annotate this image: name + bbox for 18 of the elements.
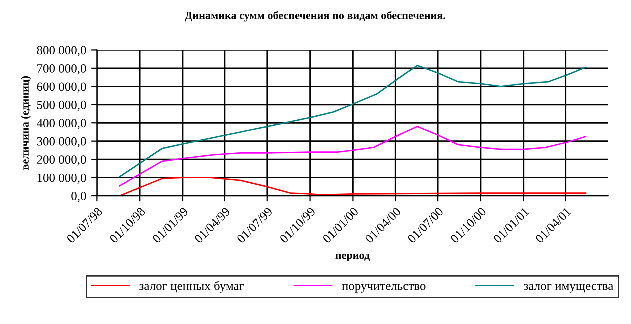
line-series bbox=[119, 65, 587, 178]
y-tick-label: 800 000,0 bbox=[37, 46, 86, 56]
y-tick-label: 300 000,0 bbox=[37, 137, 86, 148]
y-tick-label: 600 000,0 bbox=[37, 82, 86, 93]
y-axis-title: величина (единиц) bbox=[21, 76, 32, 170]
line-series bbox=[119, 177, 587, 196]
y-tick-label: 0,0 bbox=[72, 192, 86, 202]
legend-label: залог ценных бумаг bbox=[140, 281, 244, 293]
x-axis-title: период bbox=[336, 254, 370, 262]
legend-label: поручительство bbox=[342, 284, 426, 293]
y-tick-label: 100 000,0 bbox=[38, 174, 86, 184]
y-tick-label: 500 000,0 bbox=[37, 100, 86, 112]
chart-title: Динамика сумм обеспечения по видам обеспечения. bbox=[185, 11, 446, 22]
y-tick-label: 700 000,0 bbox=[38, 64, 86, 75]
y-tick-label: 200 000,0 bbox=[37, 156, 86, 166]
line-series bbox=[119, 126, 587, 187]
legend-label: залог имущества bbox=[524, 284, 614, 293]
y-tick-label: 400 000,0 bbox=[37, 119, 86, 130]
